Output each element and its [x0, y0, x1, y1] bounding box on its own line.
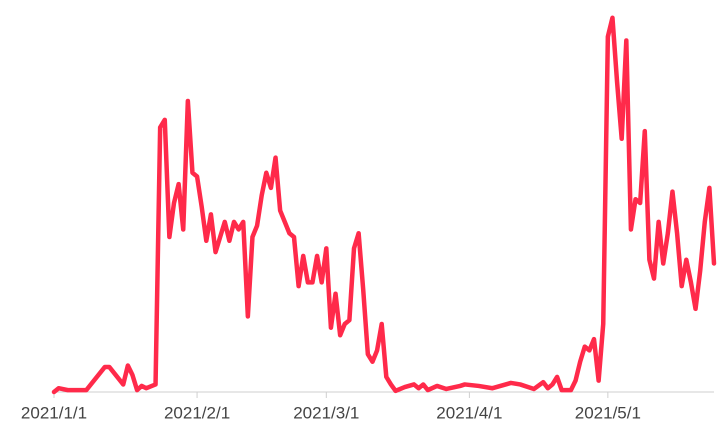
x-tick-label: 2021/5/1 [575, 403, 641, 422]
x-tick-label: 2021/4/1 [436, 403, 502, 422]
data-line [51, 15, 717, 395]
x-tick-label: 2021/3/1 [293, 403, 359, 422]
x-tick-label: 2021/1/1 [21, 403, 87, 422]
x-tick-label: 2021/2/1 [164, 403, 230, 422]
